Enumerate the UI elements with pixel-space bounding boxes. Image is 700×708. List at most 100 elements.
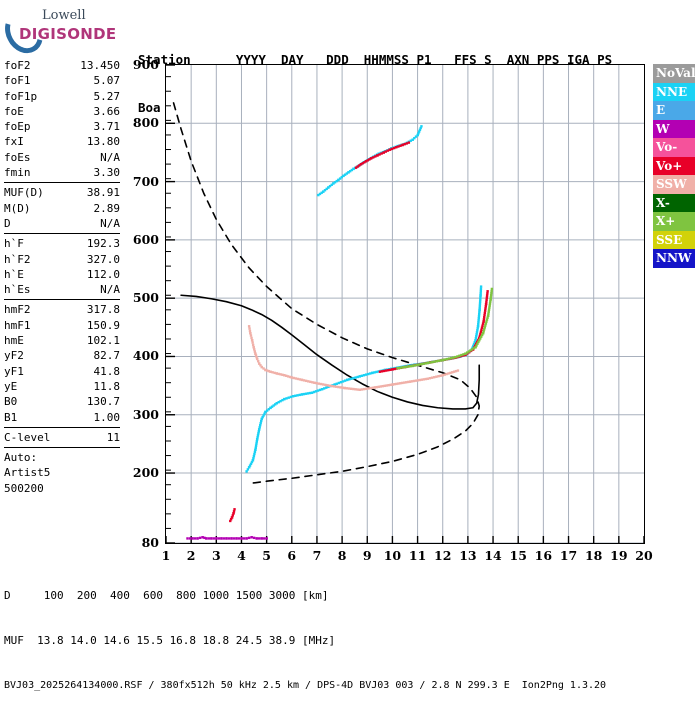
param-key: yF2 xyxy=(4,349,24,363)
x-axis-tick-20: 20 xyxy=(635,548,653,563)
x-axis-tick-9: 9 xyxy=(362,548,372,563)
param-value: 11.8 xyxy=(93,379,121,393)
logo-digisonde-text: DIGISONDE xyxy=(19,25,117,43)
series-muf-curve-dashed xyxy=(172,102,481,485)
param-divider xyxy=(4,426,120,428)
legend-item-e[interactable]: E xyxy=(653,101,695,120)
param-key: hmF1 xyxy=(4,318,31,332)
param-row: h`E 112.0 xyxy=(4,267,120,282)
series-f-region-green-trace xyxy=(396,287,494,370)
param-value: 11 xyxy=(106,430,120,444)
y-axis-tick-300: 300 xyxy=(132,406,159,422)
param-auto-version: 500200 xyxy=(4,481,44,495)
series-f-region-ordinary-trace xyxy=(245,285,483,473)
series-e-region-noise-markers xyxy=(186,536,268,540)
param-value: 1.00 xyxy=(93,410,121,424)
legend-item-vo-[interactable]: Vo- xyxy=(653,138,695,157)
param-value: 192.3 xyxy=(86,237,120,251)
x-axis-tick-3: 3 xyxy=(211,548,221,563)
footer-distance-row: D 100 200 400 600 800 1000 1500 3000 [km… xyxy=(4,589,329,602)
param-key: yF1 xyxy=(4,364,24,378)
ionogram-plot-area[interactable] xyxy=(165,64,645,544)
param-row: h`F2 327.0 xyxy=(4,252,120,267)
direction-color-legend: NoVal NNE E W Vo- Vo+ SSW X- X+ SSE NNW xyxy=(653,64,696,268)
param-key: h`Es xyxy=(4,283,31,297)
param-key: yE xyxy=(4,379,18,393)
param-row: yF1 41.8 xyxy=(4,364,120,379)
param-value: 3.66 xyxy=(93,104,121,118)
legend-item-vo-[interactable]: Vo+ xyxy=(653,156,695,175)
footer-muf-row: MUF 13.8 14.0 14.6 15.5 16.8 18.8 24.5 3… xyxy=(4,634,336,647)
param-key: foEs xyxy=(4,150,31,164)
param-value: 5.07 xyxy=(93,74,121,88)
param-value: 13.80 xyxy=(86,135,120,149)
param-value: 3.30 xyxy=(93,166,121,180)
x-axis-tick-7: 7 xyxy=(312,548,322,563)
param-key: h`F xyxy=(4,237,24,251)
param-row: B0 130.7 xyxy=(4,394,120,409)
param-auto-label: Auto: xyxy=(4,451,38,465)
param-key: foE xyxy=(4,104,24,118)
y-axis-tick-800: 800 xyxy=(132,115,159,131)
param-value: N/A xyxy=(100,150,120,164)
legend-item-noval[interactable]: NoVal xyxy=(653,64,696,83)
param-row: foF1p 5.27 xyxy=(4,89,120,104)
param-divider xyxy=(4,447,120,449)
param-key: foF1p xyxy=(4,89,38,103)
legend-item-x-[interactable]: X- xyxy=(653,193,695,212)
param-key: h`F2 xyxy=(4,252,31,266)
param-key: fxI xyxy=(4,135,24,149)
param-key: C-level xyxy=(4,430,51,444)
x-axis-tick-4: 4 xyxy=(237,548,246,563)
x-axis-tick-15: 15 xyxy=(509,548,527,563)
y-axis-tick-700: 700 xyxy=(132,173,159,189)
legend-item-nnw[interactable]: NNW xyxy=(653,249,695,268)
x-axis-tick-19: 19 xyxy=(610,548,628,563)
legend-item-x-[interactable]: X+ xyxy=(653,212,695,231)
param-row: hmE 102.1 xyxy=(4,333,120,348)
param-key: fmin xyxy=(4,166,31,180)
param-row: hmF2 317.8 xyxy=(4,302,120,317)
param-value: 5.27 xyxy=(93,89,121,103)
param-row: C-level 11 xyxy=(4,430,120,445)
x-axis-tick-17: 17 xyxy=(559,548,578,563)
param-value: 327.0 xyxy=(86,252,120,266)
param-key: foF2 xyxy=(4,59,31,72)
param-key: D xyxy=(4,216,11,230)
param-key: foF1 xyxy=(4,74,31,88)
legend-item-w[interactable]: W xyxy=(653,119,695,138)
param-row: foE 3.66 xyxy=(4,104,120,119)
x-axis-tick-2: 2 xyxy=(186,548,196,563)
x-axis-tick-11: 11 xyxy=(408,548,427,563)
legend-item-sse[interactable]: SSE xyxy=(653,230,695,249)
param-row: foF2 13.450 xyxy=(4,58,120,73)
y-axis-tick-80: 80 xyxy=(141,535,159,550)
x-axis-tick-13: 13 xyxy=(459,548,477,563)
param-value: 130.7 xyxy=(86,395,120,409)
param-key: hmF2 xyxy=(4,303,31,317)
series-e-layer-profile-solid xyxy=(180,294,481,410)
x-axis-tick-1: 1 xyxy=(161,548,171,563)
ionogram-canvas xyxy=(166,65,644,543)
lowell-digisonde-logo: Lowell DIGISONDE xyxy=(0,4,126,60)
legend-item-nne[interactable]: NNE xyxy=(653,82,695,101)
x-axis-tick-14: 14 xyxy=(484,548,502,563)
param-value: 2.89 xyxy=(93,201,121,215)
param-row: yF2 82.7 xyxy=(4,348,120,363)
param-key: B0 xyxy=(4,395,18,409)
x-axis-tick-10: 10 xyxy=(383,548,402,563)
param-value: 3.71 xyxy=(93,120,121,134)
x-axis-tick-8: 8 xyxy=(337,548,347,563)
legend-item-ssw[interactable]: SSW xyxy=(653,175,695,194)
y-axis-tick-900: 900 xyxy=(132,57,159,72)
param-key: M(D) xyxy=(4,201,31,215)
ionospheric-parameters-table: foF2 13.450 foF1 5.07 foF1p 5.27 foE 3.66 foEp 3.… xyxy=(4,58,120,496)
param-row: yE 11.8 xyxy=(4,379,120,394)
series-second-hop-trace xyxy=(317,125,423,197)
series-second-hop-red-points xyxy=(354,141,411,169)
param-key: h`E xyxy=(4,267,24,281)
y-axis-tick-200: 200 xyxy=(132,465,159,481)
param-auto-program: Artist5 xyxy=(4,466,51,480)
param-key: hmE xyxy=(4,334,24,348)
param-row: foEp 3.71 xyxy=(4,119,120,134)
